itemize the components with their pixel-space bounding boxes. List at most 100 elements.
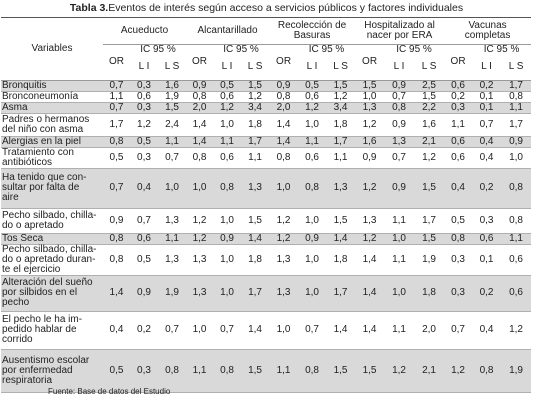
cell-value: 1,1 [213, 136, 242, 148]
cell-value: 1,2 [355, 233, 385, 245]
group-header: Hospitalizado al nacer por ERA [355, 17, 445, 45]
header-variables: Variables [1, 17, 103, 81]
cell-value: 0,4 [472, 136, 502, 148]
cell-value: 0,9 [213, 233, 242, 245]
cell-value: 1,1 [384, 311, 415, 350]
cell-value: 0,7 [298, 311, 327, 350]
cell-value: 1,9 [414, 244, 445, 276]
cell-value: 0,6 [472, 233, 502, 245]
ic-header: IC 95 % [223, 44, 259, 55]
cell-value: 0,3 [130, 102, 158, 114]
cell-value: 0,4 [472, 311, 502, 350]
cell-value: 1,8 [326, 113, 356, 137]
cell-value: 0,3 [444, 275, 473, 312]
cell-value: 1,5 [158, 102, 187, 114]
group-header: Recolección de Basuras [269, 17, 356, 45]
cell-value: 0,5 [103, 349, 130, 393]
or-header: OR [444, 44, 473, 81]
row-label: Alteración del sueño por silbidos en el … [1, 275, 103, 312]
table-row: Tos Seca 0,8 0,6 1,1 1,2 0,9 1,4 1,2 0,9 1,4 1,2 1,… [1, 233, 532, 245]
cell-value: 1,1 [103, 91, 130, 103]
cell-value: 1,6 [355, 136, 385, 148]
cell-value: 1,5 [326, 80, 356, 92]
cell-value: 0,6 [130, 233, 158, 245]
cell-value: 1,1 [241, 147, 270, 169]
cell-value: 3,4 [241, 102, 270, 114]
table-row: Bronconeumonía 1,1 0,6 1,9 0,8 0,6 1,2 0,8 0,6 1,… [1, 91, 532, 103]
cell-value: 0,8 [501, 91, 532, 103]
cell-value: 1,5 [355, 80, 385, 92]
cell-value: 0,6 [298, 91, 327, 103]
cell-value: 1,2 [241, 91, 270, 103]
cell-value: 0,6 [501, 244, 532, 276]
cell-value: 0,7 [213, 311, 242, 350]
cell-value: 0,7 [103, 102, 130, 114]
cell-value: 1,1 [384, 208, 415, 234]
ls-header: L S [414, 55, 445, 81]
cell-value: 0,9 [501, 136, 532, 148]
li-header: L I [298, 55, 327, 81]
cell-value: 1,3 [158, 244, 187, 276]
cell-value: 0,6 [130, 91, 158, 103]
cell-value: 0,5 [444, 208, 473, 234]
cell-value: 0,7 [158, 311, 187, 350]
or-header: OR [355, 44, 385, 81]
row-label: El pecho le ha im- pedido hablar de corr… [1, 311, 103, 350]
table-row: Alergias en la piel 0,8 0,5 1,1 1,4 1,1 1,7 1,4… [1, 136, 532, 148]
cell-value: 0,8 [298, 349, 327, 393]
cell-value: 1,2 [269, 208, 299, 234]
cell-value: 1,2 [444, 349, 473, 393]
cell-value: 0,5 [298, 80, 327, 92]
cell-value: 1,5 [414, 233, 445, 245]
cell-value: 1,2 [384, 349, 415, 393]
cell-value: 0,8 [444, 233, 473, 245]
row-label: Ausentismo escolar por enfermedad respir… [1, 349, 103, 393]
cell-value: 1,0 [501, 147, 532, 169]
cell-value: 0,8 [213, 168, 242, 209]
cell-value: 1,0 [384, 233, 415, 245]
header-row: OR IC 95 % OR IC 95 % OR IC 95 % OR IC 95 % OR IC… [1, 44, 531, 81]
cell-value: 0,8 [213, 349, 242, 393]
cell-value: 0,9 [186, 80, 214, 92]
cell-value: 0,9 [269, 80, 299, 92]
cell-value: 1,2 [414, 147, 445, 169]
table-row: El pecho le ha im- pedido hablar de corr… [1, 311, 532, 350]
cell-value: 1,2 [186, 208, 214, 234]
cell-value: 1,2 [326, 91, 356, 103]
cell-value: 0,2 [444, 91, 473, 103]
cell-value: 1,7 [241, 136, 270, 148]
cell-value: 0,2 [472, 168, 502, 209]
cell-value: 1,0 [158, 168, 187, 209]
cell-value: 0,8 [103, 136, 130, 148]
cell-value: 1,0 [213, 208, 242, 234]
cell-value: 1,2 [355, 113, 385, 137]
cell-value: 1,6 [414, 113, 445, 137]
cell-value: 0,4 [130, 168, 158, 209]
cell-value: 0,4 [472, 147, 502, 169]
cell-value: 1,3 [355, 102, 385, 114]
cell-value: 1,0 [186, 168, 214, 209]
row-label: Padres o hermanos del niño con asma [1, 113, 103, 137]
cell-value: 0,9 [130, 275, 158, 312]
cell-value: 0,8 [269, 147, 299, 169]
cell-value: 0,7 [103, 168, 130, 209]
cell-value: 1,0 [213, 244, 242, 276]
cell-value: 0,6 [444, 147, 473, 169]
cell-value: 0,3 [472, 208, 502, 234]
cell-value: 1,0 [355, 91, 385, 103]
cell-value: 1,7 [103, 113, 130, 137]
group-header: Alcantarillado [186, 17, 270, 45]
cell-value: 2,1 [414, 349, 445, 393]
cell-value: 0,3 [130, 80, 158, 92]
source-note: Fuente: Base de datos del Estudio [48, 387, 171, 396]
cell-value: 0,3 [444, 102, 473, 114]
cell-value: 1,1 [298, 136, 327, 148]
group-header: Vacunas completas [444, 17, 532, 45]
cell-value: 2,1 [414, 136, 445, 148]
cell-value: 1,0 [384, 275, 415, 312]
cell-value: 0,8 [298, 168, 327, 209]
cell-value: 1,7 [501, 113, 532, 137]
cell-value: 1,7 [241, 275, 270, 312]
table-row: Pecho silbado, chilla- do o apretado 0,9 0… [1, 208, 532, 234]
